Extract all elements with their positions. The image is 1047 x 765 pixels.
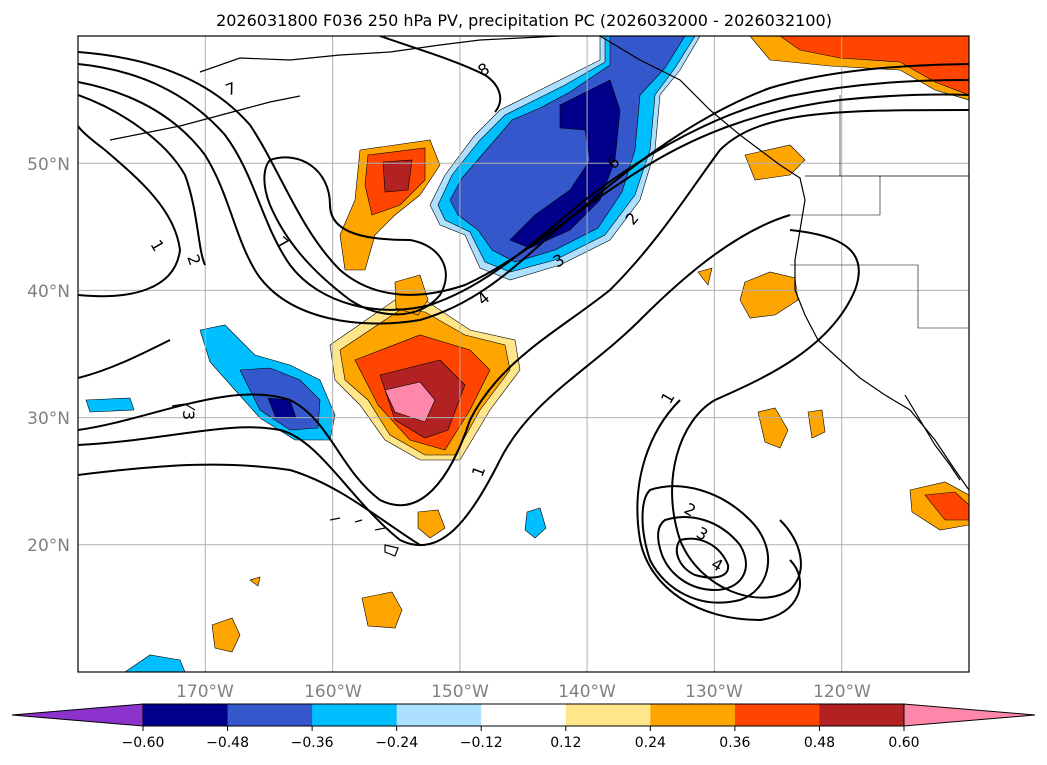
pv-contour-1-cutoff-inner bbox=[636, 399, 801, 622]
colorbar: −0.60 −0.48 −0.36 −0.24 −0.12 0.12 0.24 0.36 0.4… bbox=[11, 703, 1036, 751]
precip-blob-southeast-red bbox=[924, 491, 969, 521]
x-tick-labels: 170°W 160°W 150°W 140°W 130°W 120°W bbox=[176, 682, 871, 702]
precip-blob-south3 bbox=[417, 509, 446, 539]
y-tick-label: 30°N bbox=[27, 409, 70, 429]
colorbar-segment bbox=[734, 704, 820, 726]
x-tick-label: 160°W bbox=[304, 682, 362, 702]
precip-blob-south1 bbox=[361, 591, 403, 629]
pv-contour-4 bbox=[78, 63, 969, 311]
colorbar-tick-label: −0.36 bbox=[291, 735, 334, 751]
colorbar-segment bbox=[227, 704, 313, 726]
precip-negative-shading bbox=[85, 36, 701, 672]
precip-band-bottom-left bbox=[124, 654, 186, 672]
colorbar-tick-label: −0.48 bbox=[206, 735, 249, 751]
x-tick-label: 170°W bbox=[176, 682, 234, 702]
colorbar-segment bbox=[396, 704, 482, 726]
pv-contour-1-north bbox=[78, 125, 182, 298]
precip-band-northwest-navy bbox=[509, 79, 621, 249]
precip-band-far-west bbox=[85, 397, 135, 413]
colorbar-segment bbox=[143, 704, 229, 726]
precip-blob-small2 bbox=[249, 576, 261, 587]
pv-contour-3-cutoff bbox=[657, 516, 747, 592]
map-frame bbox=[77, 35, 970, 673]
pv-contour-6 bbox=[78, 51, 969, 296]
gridlines bbox=[78, 36, 969, 672]
pv-contours bbox=[78, 36, 969, 622]
pv-contour-lower-left bbox=[78, 339, 171, 379]
precip-blob-central-pink bbox=[384, 381, 436, 423]
map-area: 8 7 7 1 2 4 3 6 2 1 1 2 3 4 3 bbox=[78, 36, 969, 672]
colorbar-tick-label: 0.60 bbox=[888, 735, 919, 751]
contour-label: 3 bbox=[179, 410, 198, 420]
colorbar-tick-label: 0.12 bbox=[550, 735, 581, 751]
colorbar-tick-label: −0.60 bbox=[122, 735, 165, 751]
pv-contour-7-loop bbox=[263, 156, 447, 316]
x-tick-label: 140°W bbox=[558, 682, 616, 702]
precip-blob-south2 bbox=[211, 617, 241, 653]
aleutian-islands bbox=[109, 95, 301, 141]
pv-contour-3 bbox=[78, 63, 969, 325]
colorbar-segment bbox=[312, 704, 398, 726]
colorbar-tick-label: −0.24 bbox=[375, 735, 418, 751]
pv-contour-4-cutoff bbox=[675, 537, 730, 579]
colorbar-frame bbox=[142, 703, 905, 727]
hawaii-islands bbox=[329, 517, 399, 557]
pv-contour-1-main bbox=[78, 214, 791, 547]
y-tick-label: 40°N bbox=[27, 282, 70, 302]
baja-peninsula bbox=[904, 394, 961, 481]
pv-contour-8 bbox=[379, 36, 502, 113]
chart-title: 2026031800 F036 250 hPa PV, precipitatio… bbox=[216, 11, 832, 30]
precip-blob-east3 bbox=[807, 409, 826, 439]
precip-blob-small1 bbox=[697, 267, 713, 286]
colorbar-segment bbox=[650, 704, 736, 726]
y-tick-labels: 20°N 30°N 40°N 50°N bbox=[27, 155, 70, 556]
colorbar-segment bbox=[481, 704, 567, 726]
precip-band-small bbox=[524, 507, 547, 539]
precip-blob-northeast-red bbox=[779, 36, 969, 96]
y-tick-label: 20°N bbox=[27, 536, 70, 556]
precip-band-northwest-blue bbox=[449, 36, 686, 263]
state-border-1 bbox=[790, 176, 881, 216]
colorbar-tick-label: 0.36 bbox=[719, 735, 750, 751]
state-border-2 bbox=[790, 264, 969, 329]
precip-positive-shading bbox=[211, 36, 969, 653]
pv-contour-2-main bbox=[78, 109, 969, 507]
colorbar-extend-high bbox=[903, 703, 1036, 727]
colorbar-tick-label: −0.12 bbox=[460, 735, 503, 751]
colorbar-segment bbox=[819, 704, 905, 726]
alaska-coast bbox=[199, 36, 561, 73]
x-tick-label: 120°W bbox=[813, 682, 871, 702]
x-tick-label: 130°W bbox=[685, 682, 743, 702]
y-tick-label: 50°N bbox=[27, 155, 70, 175]
pv-contour-1-cutoff bbox=[671, 229, 860, 599]
pv-contour-2-cutoff bbox=[641, 485, 769, 604]
colorbar-tick-label: 0.48 bbox=[804, 735, 835, 751]
pv-contour-1-south bbox=[78, 463, 421, 546]
x-tick-label: 150°W bbox=[431, 682, 489, 702]
colorbar-extend-low bbox=[11, 703, 144, 727]
precip-blob-north-darkred bbox=[382, 159, 413, 193]
colorbar-segment bbox=[565, 704, 651, 726]
precip-blob-east1 bbox=[739, 271, 799, 319]
pv-contour-2-north bbox=[78, 94, 206, 266]
colorbar-tick-label: 0.24 bbox=[635, 735, 666, 751]
